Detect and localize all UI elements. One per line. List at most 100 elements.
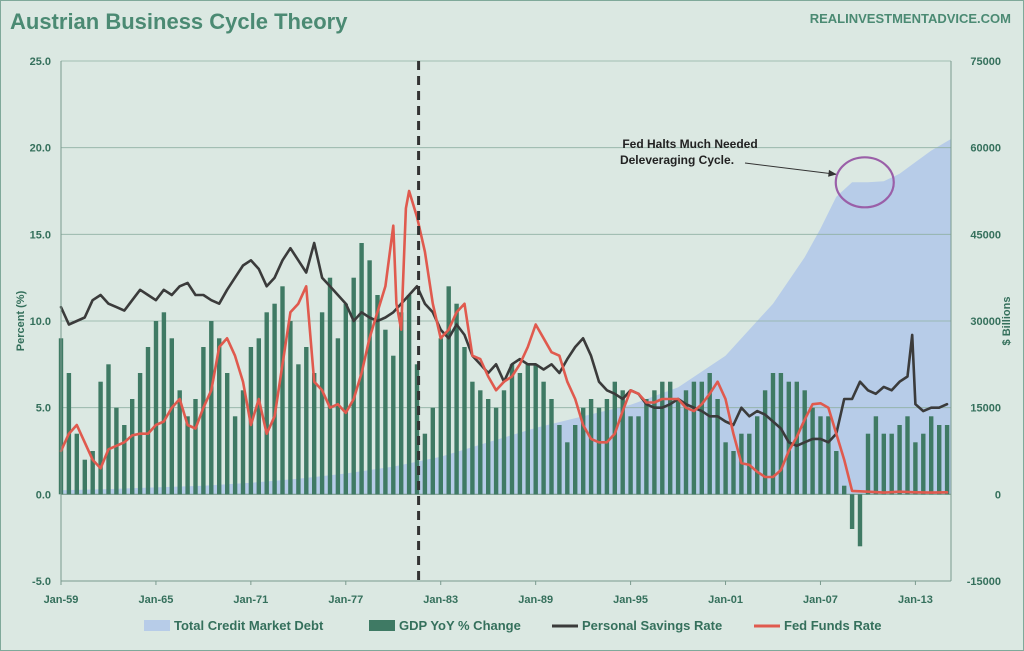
bar-gdp-98: [834, 451, 839, 495]
bar-gdp-52: [470, 381, 475, 495]
bar-gdp-91: [778, 373, 784, 495]
bar-gdp-37: [351, 277, 356, 495]
bar-gdp-13: [161, 312, 167, 495]
bar-gdp-73: [636, 416, 641, 495]
bar-gdp-42: [391, 355, 396, 495]
legend-label-savings-rate: Personal Savings Rate: [582, 618, 722, 633]
y-right-tick-label-3: 30000: [970, 316, 1001, 328]
bar-gdp-90: [770, 373, 776, 495]
y-right-tick-label-0: 75000: [970, 56, 1001, 68]
legend-swatch-gdp-yoy: [369, 620, 395, 631]
bar-gdp-7: [114, 407, 119, 495]
x-tick-label-2: Jan-71: [233, 594, 268, 606]
y-left-tick-label-1: 20.0: [30, 143, 51, 155]
bar-gdp-49: [446, 286, 451, 495]
bar-gdp-50: [454, 303, 459, 495]
bar-gdp-4: [90, 451, 95, 495]
legend-label-total-credit-market-debt: Total Credit Market Debt: [174, 618, 324, 633]
bar-gdp-33: [319, 312, 325, 495]
bar-gdp-60: [533, 364, 538, 495]
bar-gdp-6: [106, 364, 111, 495]
bar-gdp-70: [612, 381, 617, 495]
bar-gdp-15: [177, 390, 182, 495]
bar-gdp-69: [604, 399, 610, 495]
bar-gdp-110: [929, 416, 934, 495]
y-left-tick-label-4: 5.0: [36, 403, 51, 415]
x-tick-label-7: Jan-01: [708, 594, 743, 606]
x-tick-label-0: Jan-59: [44, 594, 79, 606]
y-right-tick-label-4: 15000: [970, 403, 1001, 415]
bar-gdp-57: [509, 364, 515, 495]
bar-gdp-11: [145, 347, 151, 495]
annotation-line-2: Deleveraging Cycle.: [620, 153, 734, 167]
source-label: REALINVESTMENTADVICE.COM: [810, 11, 1011, 26]
annotation-group: Fed Halts Much Needed Deleveraging Cycle…: [620, 137, 895, 209]
bar-gdp-48: [438, 338, 443, 495]
bar-gdp-67: [588, 399, 594, 495]
annotation-arrow-head: [828, 169, 837, 177]
bar-gdp-36: [343, 303, 348, 495]
bar-gdp-3: [82, 459, 87, 495]
x-tick-label-3: Jan-77: [328, 594, 363, 606]
bar-gdp-109: [921, 433, 926, 495]
legend-swatch-total-credit-market-debt: [144, 620, 170, 631]
bar-gdp-82: [707, 373, 712, 495]
bar-gdp-99: [842, 485, 847, 495]
bar-gdp-45: [414, 364, 420, 495]
bar-gdp-92: [786, 381, 791, 495]
bar-gdp-105: [889, 433, 894, 495]
bar-gdp-79: [683, 390, 689, 495]
bar-gdp-106: [897, 425, 902, 495]
y-left-tick-label-0: 25.0: [30, 56, 51, 68]
bar-gdp-23: [240, 390, 246, 495]
bar-gdp-18: [201, 347, 206, 495]
chart-title: Austrian Business Cycle Theory: [10, 9, 348, 34]
x-tick-label-6: Jan-95: [613, 594, 648, 606]
bar-gdp-83: [715, 399, 720, 495]
bar-gdp-40: [375, 295, 380, 495]
bar-gdp-77: [668, 381, 673, 495]
line-fed-funds-rate: [59, 189, 949, 494]
bar-gdp-100: [849, 494, 855, 529]
bar-gdp-111: [937, 425, 942, 495]
bar-gdp-26: [264, 312, 269, 495]
x-tick-label-5: Jan-89: [518, 594, 553, 606]
bar-gdp-34: [327, 277, 333, 495]
legend-label-gdp-yoy: GDP YoY % Change: [399, 618, 521, 633]
bar-gdp-72: [628, 416, 633, 495]
y-axis-right-label: $ Billions: [1001, 297, 1013, 346]
bar-gdp-61: [541, 381, 546, 495]
bar-gdp-5: [98, 381, 103, 495]
bar-gdp-28: [280, 286, 285, 495]
bar-gdp-64: [565, 442, 570, 495]
bar-gdp-95: [810, 407, 815, 495]
x-tick-label-1: Jan-65: [139, 594, 174, 606]
axes: 25.0 20.0 15.0 10.0 5.0 0.0 -5.0 75000 60000 4500…: [30, 56, 1001, 606]
area-total-credit-market-debt: [61, 139, 951, 495]
annotation-arrow-line: [744, 162, 837, 175]
bar-gdp-62: [549, 399, 554, 495]
area-layer: [61, 139, 951, 495]
bar-gdp-103: [873, 416, 879, 495]
bar-gdp-80: [691, 381, 697, 495]
y-left-tick-label-3: 10.0: [30, 316, 51, 328]
y-right-tick-label-6: -15000: [967, 576, 1001, 588]
bar-gdp-29: [288, 321, 293, 495]
bar-gdp-107: [905, 416, 910, 495]
bar-gdp-16: [185, 416, 190, 495]
bar-gdp-9: [130, 399, 135, 495]
y-left-tick-label-6: -5.0: [32, 576, 51, 588]
annotation-highlight-circle: [834, 156, 895, 209]
bar-gdp-17: [193, 399, 198, 495]
bar-gdp-32: [312, 373, 317, 495]
bar-gdp-58: [517, 373, 523, 495]
bar-gdp-56: [501, 390, 507, 495]
x-tick-label-4: Jan-83: [423, 594, 458, 606]
bar-gdp-22: [232, 416, 238, 495]
y-left-tick-label-2: 15.0: [30, 229, 51, 241]
line-layer: [59, 189, 949, 494]
y-right-tick-label-5: 0: [995, 489, 1001, 501]
bar-gdp-21: [225, 373, 230, 495]
bar-gdp-68: [596, 407, 602, 495]
bar-gdp-27: [272, 303, 277, 495]
